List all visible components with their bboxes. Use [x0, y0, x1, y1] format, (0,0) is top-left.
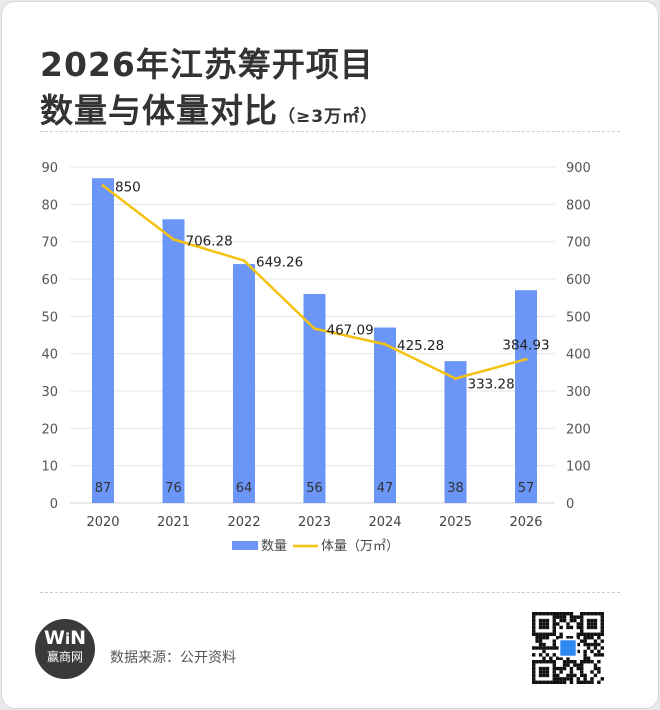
bar [374, 327, 396, 503]
chart-title: 2026年江苏筹开项目 数量与体量对比（≥3万㎡） [40, 45, 379, 130]
legend-label: 体量（万㎡） [321, 539, 399, 554]
line-point [454, 377, 457, 381]
combo-chart: 0 0 10 100 20 200 30 300 40 400 50 500 60 600 70 700 80 8… [41, 161, 591, 554]
x-tick: 2022 [227, 515, 260, 530]
logo: WiN 赢商网 [35, 619, 95, 679]
legend-label: 数量 [261, 539, 287, 554]
y-left-tick: 90 [41, 161, 58, 176]
bar [92, 178, 114, 503]
line-label: 384.93 [502, 337, 549, 353]
y-right-tick: 100 [566, 460, 591, 475]
y-right-tick: 900 [566, 161, 591, 176]
source-note: 数据来源：公开资料 [110, 650, 236, 666]
bar [162, 219, 185, 503]
y-left-tick: 40 [41, 348, 58, 363]
unit-note: （≥3万㎡） [278, 107, 379, 127]
bar [444, 361, 467, 503]
y-left-tick: 20 [41, 422, 58, 437]
bar-label: 57 [518, 481, 535, 496]
line-label: 706.28 [186, 233, 233, 249]
bar-label: 47 [377, 481, 394, 496]
divider [40, 131, 620, 132]
line-point [242, 259, 246, 263]
y-left-tick: 60 [41, 273, 58, 288]
bar-label: 76 [165, 481, 182, 496]
y-left-tick: 70 [41, 236, 58, 251]
y-right-tick: 400 [566, 348, 591, 363]
x-tick: 2021 [157, 515, 190, 530]
bar-label: 56 [306, 481, 323, 496]
y-left-tick: 30 [41, 385, 58, 400]
y-right-tick: 200 [566, 422, 591, 437]
line-label: 649.26 [256, 255, 303, 271]
bar-label: 64 [236, 481, 253, 496]
x-tick: 2026 [509, 515, 542, 530]
line-point [313, 327, 316, 331]
line-label: 467.09 [327, 323, 374, 339]
x-tick: 2023 [298, 515, 331, 530]
x-tick: 2024 [368, 515, 401, 530]
line-label: 850 [115, 180, 141, 196]
y-left-tick: 10 [41, 460, 58, 475]
x-tick: 2020 [86, 515, 119, 530]
y-right-tick: 600 [566, 273, 591, 288]
line-point [524, 357, 528, 361]
y-right-tick: 300 [566, 385, 591, 400]
line-label: 333.28 [468, 377, 515, 393]
y-left-tick: 80 [41, 198, 58, 213]
y-left-tick: 0 [50, 497, 58, 512]
y-right-tick: 500 [566, 310, 591, 325]
x-tick: 2025 [439, 515, 472, 530]
line-point [172, 237, 175, 241]
bar [233, 264, 255, 503]
legend-swatch-bar [232, 541, 258, 550]
y-right-tick: 800 [566, 198, 591, 213]
y-right-tick: 700 [566, 236, 591, 251]
bar [303, 293, 326, 503]
qr-code [532, 612, 604, 684]
bar [515, 290, 537, 503]
line-label: 425.28 [397, 338, 444, 354]
bar-label: 87 [95, 481, 112, 496]
y-right-tick: 0 [566, 497, 574, 512]
y-left-tick: 50 [41, 310, 58, 325]
line-point [101, 184, 105, 188]
line-point [383, 342, 387, 346]
bar-label: 38 [447, 481, 464, 496]
divider [40, 592, 620, 593]
